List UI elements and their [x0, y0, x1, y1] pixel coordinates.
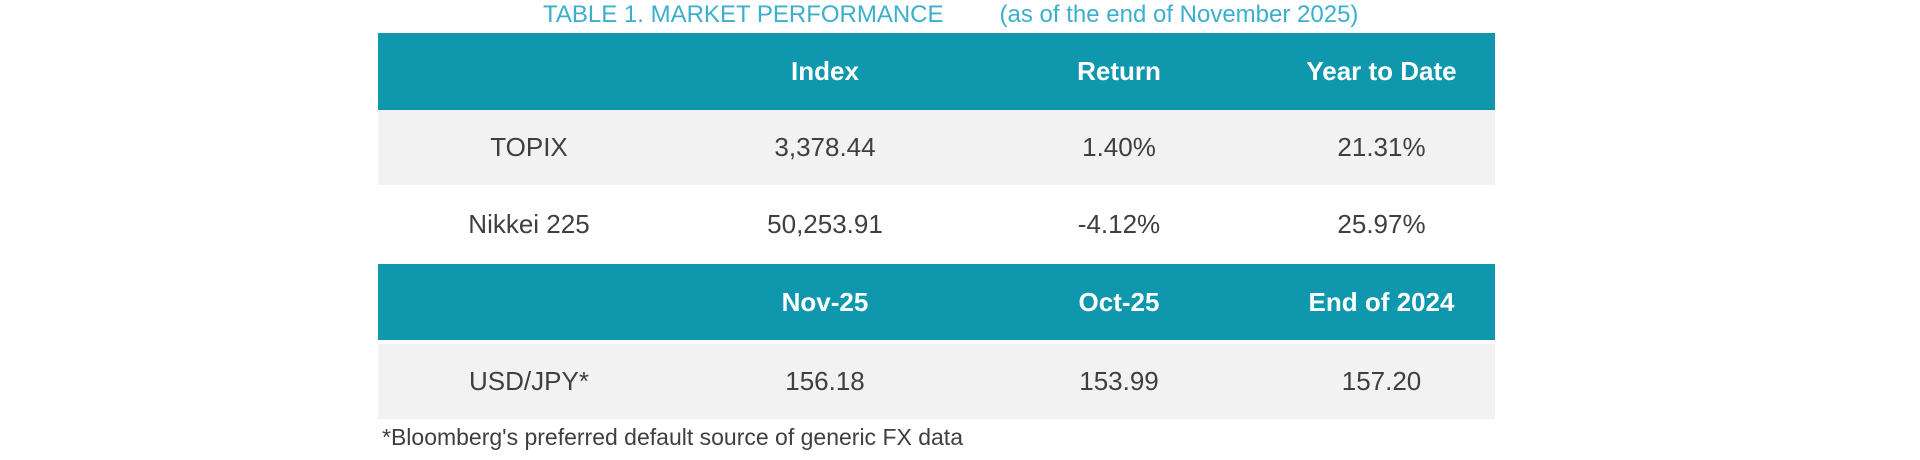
row-label: USD/JPY* — [469, 366, 589, 396]
fx-header-row: Nov-25 Oct-25 End of 2024 — [378, 264, 1495, 340]
usdjpy-end2024-value: 157.20 — [1341, 366, 1422, 396]
fx-table: Nov-25 Oct-25 End of 2024 USD/JPY* 156.1… — [378, 264, 1495, 419]
table-title: TABLE 1. MARKET PERFORMANCE — [543, 1, 944, 28]
topix-ytd-value: 21.31% — [1337, 132, 1426, 162]
row-label: TOPIX — [490, 132, 568, 162]
nikkei-ytd-value: 25.97% — [1337, 209, 1426, 239]
table-as-of-date: (as of the end of November 2025) — [999, 1, 1359, 28]
table-caption: TABLE 1. MARKET PERFORMANCE (as of the e… — [543, 1, 1358, 29]
header-year-to-date: Year to Date — [1306, 56, 1457, 86]
nikkei-index-value: 50,253.91 — [767, 209, 883, 239]
header-oct-25: Oct-25 — [1078, 286, 1160, 317]
market-performance-table: Index Return Year to Date TOPIX 3,378.44… — [378, 33, 1495, 264]
nikkei-return-value: -4.12% — [1077, 209, 1161, 239]
table-row-topix: TOPIX 3,378.44 1.40% 21.31% — [378, 110, 1495, 185]
usdjpy-oct-value: 153.99 — [1079, 366, 1159, 396]
header-return: Return — [1077, 56, 1161, 86]
topix-index-value: 3,378.44 — [774, 132, 876, 162]
usdjpy-nov-value: 156.18 — [785, 366, 865, 396]
table-row-nikkei: Nikkei 225 50,253.91 -4.12% 25.97% — [378, 185, 1495, 264]
index-header-row: Index Return Year to Date — [378, 33, 1495, 110]
header-nov-25: Nov-25 — [781, 286, 869, 317]
row-label: Nikkei 225 — [468, 209, 590, 239]
header-index: Index — [791, 56, 859, 86]
footnote: *Bloomberg's preferred default source of… — [382, 424, 963, 450]
table-row-usdjpy: USD/JPY* 156.18 153.99 157.20 — [378, 344, 1495, 419]
header-end-of-2024: End of 2024 — [1308, 286, 1455, 317]
topix-return-value: 1.40% — [1082, 132, 1156, 162]
